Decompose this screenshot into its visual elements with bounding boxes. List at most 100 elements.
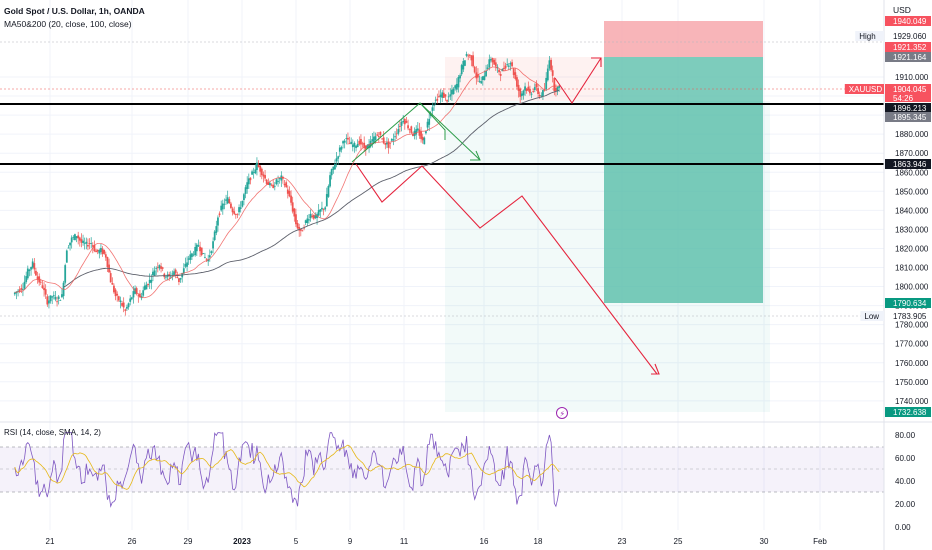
candle-body bbox=[114, 289, 117, 297]
candle-body bbox=[441, 92, 444, 98]
candle-body bbox=[537, 88, 539, 95]
candle-body bbox=[325, 194, 328, 207]
candle-body bbox=[78, 237, 81, 241]
candle-body bbox=[546, 68, 549, 81]
price-tag-value: 1921.352 bbox=[893, 43, 927, 52]
rsi-axis[interactable]: 80.00 60.00 40.00 20.00 0.00 bbox=[895, 431, 916, 532]
candle-body bbox=[158, 265, 161, 269]
candle-body bbox=[54, 296, 57, 300]
candle-body bbox=[395, 133, 398, 135]
candle-body bbox=[236, 213, 239, 215]
candle-body bbox=[434, 99, 437, 101]
time-tick-label: Feb bbox=[813, 537, 827, 546]
candle-body bbox=[306, 218, 309, 223]
candle-body bbox=[152, 271, 154, 276]
candle-body bbox=[364, 145, 367, 150]
flash-icon[interactable] bbox=[556, 407, 568, 419]
candle-body bbox=[392, 139, 395, 141]
candle-body bbox=[17, 290, 19, 292]
candle-body bbox=[451, 89, 453, 95]
candle-body bbox=[304, 220, 307, 224]
candle-body bbox=[246, 182, 249, 189]
price-tick-label: 1810.000 bbox=[895, 264, 929, 273]
candle-body bbox=[254, 169, 257, 174]
candle-body bbox=[509, 63, 512, 65]
candle-body bbox=[234, 214, 237, 215]
price-axis[interactable]: 1740.000 1750.000 1760.000 1770.000 1780.000… bbox=[895, 73, 929, 406]
candle-body bbox=[233, 211, 236, 214]
candle-body bbox=[312, 214, 315, 219]
candle-body bbox=[394, 136, 396, 138]
candle-body bbox=[309, 213, 312, 219]
candle-body bbox=[147, 283, 149, 286]
price-tag-box bbox=[885, 103, 931, 113]
symbol-title[interactable]: Gold Spot / U.S. Dollar, 1h, OANDA bbox=[4, 6, 145, 16]
time-tick-label: 16 bbox=[480, 537, 489, 546]
candle-body bbox=[168, 274, 171, 277]
take-profit-zone bbox=[604, 57, 763, 303]
candle-body bbox=[319, 209, 322, 212]
green-pattern-arrow[interactable] bbox=[419, 102, 481, 161]
candle-body bbox=[207, 259, 210, 262]
price-tag-label-box bbox=[855, 31, 884, 41]
candle-body bbox=[355, 145, 357, 149]
candle-body bbox=[504, 65, 507, 69]
candle-body bbox=[26, 268, 29, 279]
candle-body bbox=[330, 169, 333, 176]
time-tick-label: 18 bbox=[534, 537, 543, 546]
red-near-term-path[interactable] bbox=[554, 57, 602, 104]
rsi-tick-label: 80.00 bbox=[895, 431, 916, 440]
green-pattern-drawing[interactable] bbox=[351, 102, 446, 163]
candle-body bbox=[56, 301, 58, 303]
candle-body bbox=[256, 162, 258, 170]
candle-body bbox=[465, 54, 468, 56]
candle-body bbox=[535, 83, 538, 88]
flash-glyph: ⚡ bbox=[560, 410, 566, 419]
candle-body bbox=[57, 296, 60, 299]
candle-body bbox=[43, 287, 45, 291]
candle-body bbox=[106, 257, 109, 268]
candle-body bbox=[179, 278, 182, 280]
price-tick-label: 1780.000 bbox=[895, 321, 929, 330]
candle-body bbox=[18, 289, 21, 292]
candle-body bbox=[376, 134, 379, 136]
candle-body bbox=[44, 289, 47, 295]
price-tag-label: XAUUSD bbox=[849, 85, 883, 94]
candle-body bbox=[197, 245, 200, 247]
candle-body bbox=[25, 276, 28, 282]
candle-body bbox=[324, 207, 327, 210]
candle-body bbox=[273, 185, 276, 187]
candle-body bbox=[88, 243, 91, 244]
price-tag-value: 1783.905 bbox=[893, 312, 927, 321]
candle-body bbox=[293, 208, 296, 217]
price-tag-box bbox=[885, 159, 931, 169]
candle-body bbox=[408, 129, 411, 131]
time-axis[interactable]: 21 26 29 2023 5 9 11 16 18 23 25 30 Feb bbox=[46, 537, 828, 546]
candle-body bbox=[499, 74, 502, 76]
candle-body bbox=[303, 227, 305, 229]
projection-green-zone bbox=[445, 101, 770, 412]
price-tag-label-box bbox=[860, 311, 884, 321]
candle-body bbox=[49, 295, 52, 302]
candle-body bbox=[548, 60, 551, 69]
red-bearish-projection[interactable] bbox=[355, 163, 658, 375]
candle-body bbox=[83, 242, 86, 244]
candle-body bbox=[405, 120, 408, 123]
candle-body bbox=[321, 207, 323, 210]
candle-body bbox=[192, 254, 195, 256]
rsi-indicator-label[interactable]: RSI (14, close, SMA, 14, 2) bbox=[4, 428, 101, 437]
candle-body bbox=[174, 269, 177, 274]
candle-body bbox=[262, 174, 265, 177]
time-tick-label: 2023 bbox=[233, 537, 251, 546]
candle-body bbox=[160, 266, 162, 269]
candle-body bbox=[418, 129, 421, 136]
currency-label[interactable]: USD bbox=[893, 5, 911, 15]
ma-indicator-label[interactable]: MA50&200 (20, close, 100, close) bbox=[4, 19, 132, 29]
candle-body bbox=[436, 98, 439, 101]
candle-body bbox=[382, 137, 385, 144]
candle-body bbox=[67, 247, 70, 249]
candle-body bbox=[130, 297, 133, 300]
candle-body bbox=[503, 67, 505, 70]
candle-body bbox=[91, 245, 94, 247]
price-tag-label-box bbox=[844, 84, 884, 94]
